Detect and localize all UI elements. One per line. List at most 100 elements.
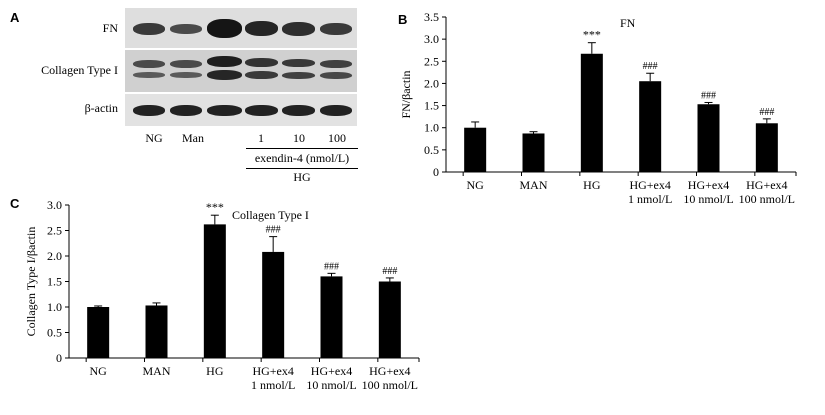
lane-label-10: 10 — [293, 131, 305, 145]
collagen-band — [320, 60, 352, 68]
panel-b-letter: B — [398, 12, 408, 27]
y-tick-label: 1.5 — [424, 99, 439, 113]
y-tick-label: 2.0 — [47, 249, 62, 263]
y-tick-label: 1.0 — [424, 121, 439, 135]
bar — [378, 281, 401, 358]
fn-bar-chart: 0 0.5 1.0 1.5 2.0 2.5 3.0 3.5 FN/βactin FN NG MAN **… — [399, 10, 797, 205]
significance-label: ### — [266, 225, 281, 236]
y-axis-label: Collagen Type I/βactin — [24, 227, 38, 337]
y-tick-label: 2.0 — [424, 76, 439, 90]
y-tick-label: 1.5 — [47, 275, 62, 289]
fn-band — [170, 24, 202, 34]
bar — [145, 305, 168, 358]
y-tick-label: 3.0 — [424, 32, 439, 46]
x-tick-label: HG+ex4 — [688, 178, 729, 192]
panel-c-letter: C — [10, 196, 20, 211]
fn-band — [133, 23, 165, 35]
actin-band — [207, 105, 242, 116]
significance-label: *** — [583, 28, 601, 42]
panel-a-letter: A — [10, 10, 20, 25]
lane-label-100: 100 — [328, 131, 346, 145]
blot-label-fn: FN — [102, 21, 118, 35]
blot-image-collagen — [125, 50, 357, 92]
fn-band — [320, 23, 352, 35]
actin-band — [320, 105, 352, 116]
collagen-band — [282, 72, 315, 79]
significance-label: *** — [206, 200, 224, 214]
blot-image-fn — [125, 8, 357, 48]
y-tick-label: 0 — [433, 165, 439, 179]
x-tick-label: 10 nmol/L — [683, 192, 733, 205]
bar — [262, 251, 285, 358]
lane-label-1: 1 — [258, 131, 264, 145]
collagen-band — [170, 60, 202, 68]
x-tick-label: HG — [583, 178, 601, 192]
significance-label: ### — [643, 61, 658, 72]
chart-title: FN — [620, 16, 636, 30]
blot-label-collagen: Collagen Type I — [41, 63, 118, 77]
x-tick-label: NG — [89, 364, 107, 378]
significance-label: ### — [382, 266, 397, 277]
x-tick-label: MAN — [519, 178, 547, 192]
fn-band — [207, 19, 242, 38]
significance-label: ### — [701, 90, 716, 101]
y-tick-label: 0.5 — [424, 143, 439, 157]
x-tick-label: 100 nmol/L — [739, 192, 795, 205]
y-tick-label: 0.5 — [47, 326, 62, 340]
y-tick-label: 2.5 — [424, 54, 439, 68]
actin-band — [282, 105, 315, 116]
x-tick-label: HG+ex4 — [629, 178, 670, 192]
actin-band — [170, 105, 202, 116]
collagen-band — [320, 72, 352, 79]
blot-label-beta-actin: β-actin — [84, 101, 118, 115]
x-tick-label: HG+ex4 — [252, 364, 293, 378]
x-tick-label: HG — [206, 364, 224, 378]
x-tick-label: HG+ex4 — [746, 178, 787, 192]
y-tick-label: 3.5 — [424, 10, 439, 24]
bar — [755, 123, 778, 172]
y-tick-label: 1.0 — [47, 300, 62, 314]
bar — [522, 133, 545, 172]
x-tick-label: HG+ex4 — [311, 364, 352, 378]
treatment-label: exendin-4 (nmol/L) — [254, 151, 350, 165]
significance-label: ### — [324, 261, 339, 272]
collagen-band — [245, 71, 278, 79]
chart-title: Collagen Type I — [232, 208, 309, 222]
collagen-band — [245, 58, 278, 67]
collagen-bar-chart: 0 0.5 1.0 1.5 2.0 2.5 3.0 Collagen Type I/βacti… — [24, 198, 420, 392]
bar — [464, 127, 487, 172]
y-axis-label: FN/βactin — [399, 70, 413, 118]
bar — [697, 104, 720, 172]
collagen-band — [207, 70, 242, 80]
x-tick-label: 100 nmol/L — [362, 378, 418, 392]
significance-label: ### — [759, 107, 774, 118]
bar — [639, 81, 662, 172]
lane-label-ng: NG — [145, 131, 163, 145]
group-label: HG — [293, 170, 311, 184]
y-tick-label: 0 — [56, 351, 62, 365]
collagen-band — [133, 72, 165, 78]
bar — [580, 53, 603, 172]
lane-label-man: Man — [182, 131, 204, 145]
bar — [87, 307, 110, 358]
collagen-band — [170, 72, 202, 78]
y-tick-label: 3.0 — [47, 198, 62, 212]
collagen-band — [207, 56, 242, 67]
bar — [203, 224, 226, 358]
actin-band — [133, 105, 165, 116]
treatment-line — [246, 148, 358, 149]
x-tick-label: NG — [466, 178, 484, 192]
fn-band — [245, 21, 278, 36]
x-tick-label: 1 nmol/L — [251, 378, 295, 392]
collagen-band — [133, 60, 165, 68]
collagen-band — [282, 59, 315, 67]
blot-image-beta-actin — [125, 94, 357, 126]
x-tick-label: MAN — [142, 364, 170, 378]
group-line — [246, 168, 358, 169]
actin-band — [245, 105, 278, 116]
fn-band — [282, 22, 315, 36]
y-tick-label: 2.5 — [47, 224, 62, 238]
x-tick-label: 1 nmol/L — [628, 192, 672, 205]
bar — [320, 276, 343, 358]
x-tick-label: HG+ex4 — [369, 364, 410, 378]
